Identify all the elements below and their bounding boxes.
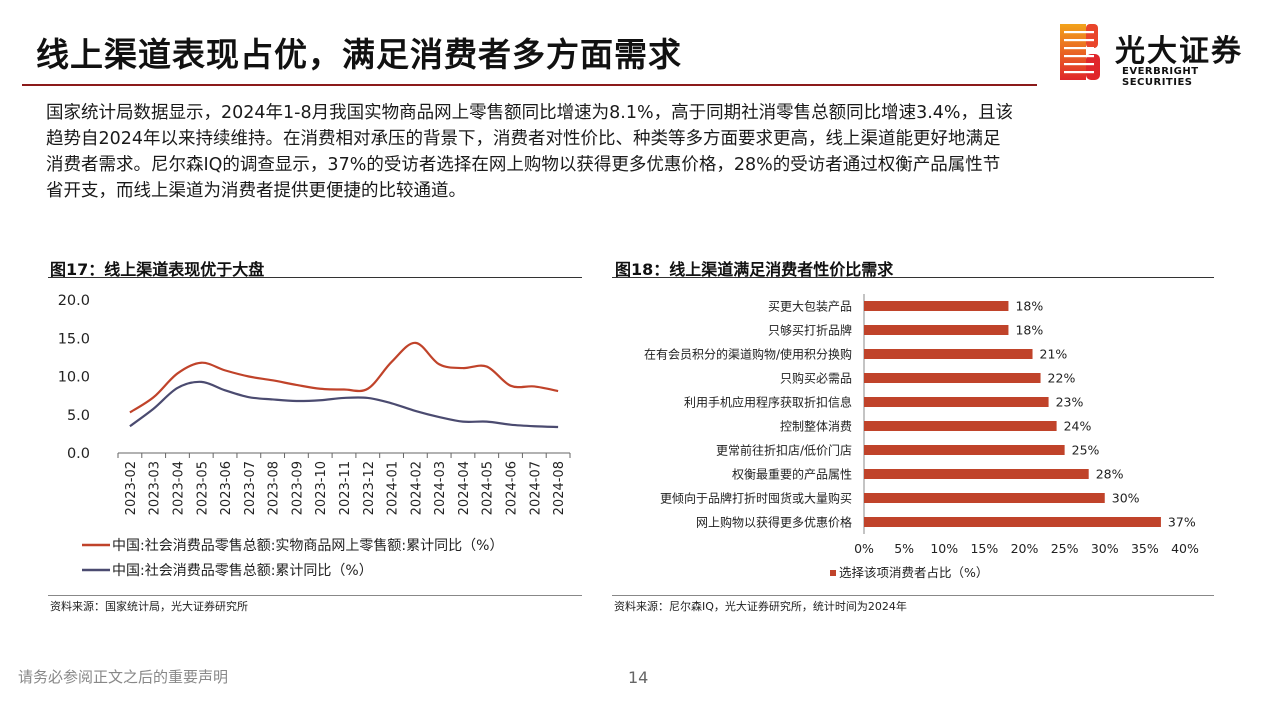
- bar: [864, 421, 1057, 431]
- fig18-title: 图18：线上渠道满足消费者性价比需求: [615, 260, 894, 279]
- fig17-title: 图17：线上渠道表现优于大盘: [50, 260, 265, 279]
- fig18-bottom-rule: [612, 595, 1214, 596]
- intro-line: 省开支，而线上渠道为消费者提供更便捷的比较通道。: [46, 181, 466, 201]
- x-tick-label: 2024-08: [552, 461, 567, 515]
- category-label: 权衡最重要的产品属性: [732, 467, 852, 482]
- category-label: 利用手机应用程序获取折扣信息: [684, 395, 852, 410]
- x-tick-label: 35%: [1131, 541, 1159, 556]
- legend-swatch: [830, 570, 836, 576]
- bar: [864, 349, 1033, 359]
- category-label: 控制整体消费: [780, 419, 852, 434]
- bar-value-label: 18%: [1015, 323, 1043, 338]
- fig18-top-rule: [612, 277, 1214, 278]
- x-tick-label: 2023-08: [267, 461, 282, 515]
- page-number: 14: [628, 668, 649, 687]
- intro-line: 国家统计局数据显示，2024年1-8月我国实物商品网上零售额同比增速为8.1%，…: [46, 103, 1014, 123]
- y-tick-label: 10.0: [58, 370, 90, 386]
- x-tick-label: 40%: [1171, 541, 1199, 556]
- category-label: 只购买必需品: [780, 371, 852, 386]
- bar-value-label: 21%: [1040, 347, 1068, 362]
- bar: [864, 469, 1089, 479]
- x-tick-label: 2023-02: [124, 461, 139, 515]
- x-tick-label: 2024-04: [457, 461, 472, 515]
- disclaimer-notice: 请务必参阅正文之后的重要声明: [18, 668, 229, 686]
- logo-chinese-text: 光大证券: [1115, 34, 1243, 69]
- y-tick-label: 15.0: [58, 331, 90, 347]
- everbright-logo-icon: [1060, 24, 1100, 80]
- category-label: 更常前往折扣店/低价门店: [716, 443, 852, 458]
- x-tick-label: 25%: [1051, 541, 1079, 556]
- legend-label: 中国:社会消费品零售总额:实物商品网上零售额:累计同比（%）: [112, 538, 503, 554]
- bar: [864, 373, 1041, 383]
- x-tick-label: 2023-06: [219, 461, 234, 515]
- x-tick-label: 2023-12: [362, 461, 377, 515]
- category-label: 网上购物以获得更多优惠价格: [696, 515, 852, 530]
- bar: [864, 301, 1009, 311]
- x-tick-label: 5%: [894, 541, 914, 556]
- bar-value-label: 22%: [1048, 371, 1076, 386]
- x-tick-label: 2024-02: [409, 461, 424, 515]
- bar-value-label: 23%: [1056, 395, 1084, 410]
- everbright-logo: 光大证券 EVERBRIGHT SECURITIES: [1060, 24, 1270, 88]
- category-label: 在有会员积分的渠道购物/使用积分换购: [644, 347, 852, 362]
- fig18-source: 资料来源：尼尔森IQ，光大证券研究所，统计时间为2024年: [614, 600, 907, 613]
- category-label: 只够买打折品牌: [768, 323, 852, 338]
- bar: [864, 493, 1105, 503]
- x-tick-label: 30%: [1091, 541, 1119, 556]
- legend-label: 中国:社会消费品零售总额:累计同比（%）: [112, 563, 373, 579]
- category-label: 更倾向于品牌打折时囤货或大量购买: [660, 491, 852, 506]
- fig18-bar-chart: 买更大包装产品 18% 只够买打折品牌 18% 在有会员积分的渠道购物/使用积分换购 21…: [644, 294, 1199, 580]
- bar-value-label: 24%: [1064, 419, 1092, 434]
- x-tick-label: 2024-05: [481, 461, 496, 515]
- x-tick-label: 2023-04: [171, 461, 186, 515]
- bar: [864, 325, 1009, 335]
- bar-value-label: 30%: [1112, 491, 1140, 506]
- intro-line: 趋势自2024年以来持续维持。在消费相对承压的背景下，消费者对性价比、种类等多方…: [46, 129, 1001, 149]
- y-tick-label: 20.0: [58, 293, 90, 309]
- x-tick-label: 2024-03: [433, 461, 448, 515]
- legend-label: 选择该项消费者占比（%）: [839, 565, 988, 580]
- series-line-online-retail: [129, 341, 559, 414]
- bar: [864, 517, 1161, 527]
- series-line-total-retail: [129, 380, 559, 429]
- bar-value-label: 25%: [1072, 443, 1100, 458]
- x-tick-label: 2023-07: [243, 461, 258, 515]
- x-tick-label: 15%: [970, 541, 998, 556]
- fig17-source: 资料来源：国家统计局，光大证券研究所: [50, 600, 248, 613]
- x-tick-label: 2024-06: [505, 461, 520, 515]
- fig17-line-chart: 0.0 5.0 10.0 15.0 20.0 2023-02 2023-03 2023-04 2…: [58, 293, 571, 579]
- bar-value-label: 37%: [1168, 515, 1196, 530]
- y-tick-label: 5.0: [67, 408, 90, 424]
- x-tick-label: 2023-03: [148, 461, 163, 515]
- bar-value-label: 18%: [1015, 299, 1043, 314]
- page-title: 线上渠道表现占优，满足消费者多方面需求: [36, 35, 682, 74]
- fig17-top-rule: [48, 277, 582, 278]
- category-label: 买更大包装产品: [768, 300, 852, 314]
- x-tick-label: 20%: [1011, 541, 1039, 556]
- x-tick-label: 2024-01: [386, 461, 401, 515]
- intro-line: 消费者需求。尼尔森IQ的调查显示，37%的受访者选择在网上购物以获得更多优惠价格…: [46, 155, 1001, 175]
- y-tick-label: 0.0: [67, 446, 90, 462]
- logo-english-text: EVERBRIGHT SECURITIES: [1122, 66, 1199, 88]
- bar: [864, 445, 1065, 455]
- x-tick-label: 10%: [930, 541, 958, 556]
- x-tick-label: 2023-10: [314, 461, 329, 515]
- x-tick-label: 2023-09: [290, 461, 305, 515]
- x-tick-label: 2023-11: [338, 461, 353, 515]
- bar-value-label: 28%: [1096, 467, 1124, 482]
- x-tick-label: 2023-05: [195, 461, 210, 515]
- intro-paragraph: 国家统计局数据显示，2024年1-8月我国实物商品网上零售额同比增速为8.1%，…: [46, 100, 1206, 204]
- fig17-bottom-rule: [48, 595, 582, 596]
- x-tick-label: 0%: [854, 541, 874, 556]
- x-tick-label: 2024-07: [528, 461, 543, 515]
- bar: [864, 397, 1049, 407]
- title-divider: [22, 84, 1037, 86]
